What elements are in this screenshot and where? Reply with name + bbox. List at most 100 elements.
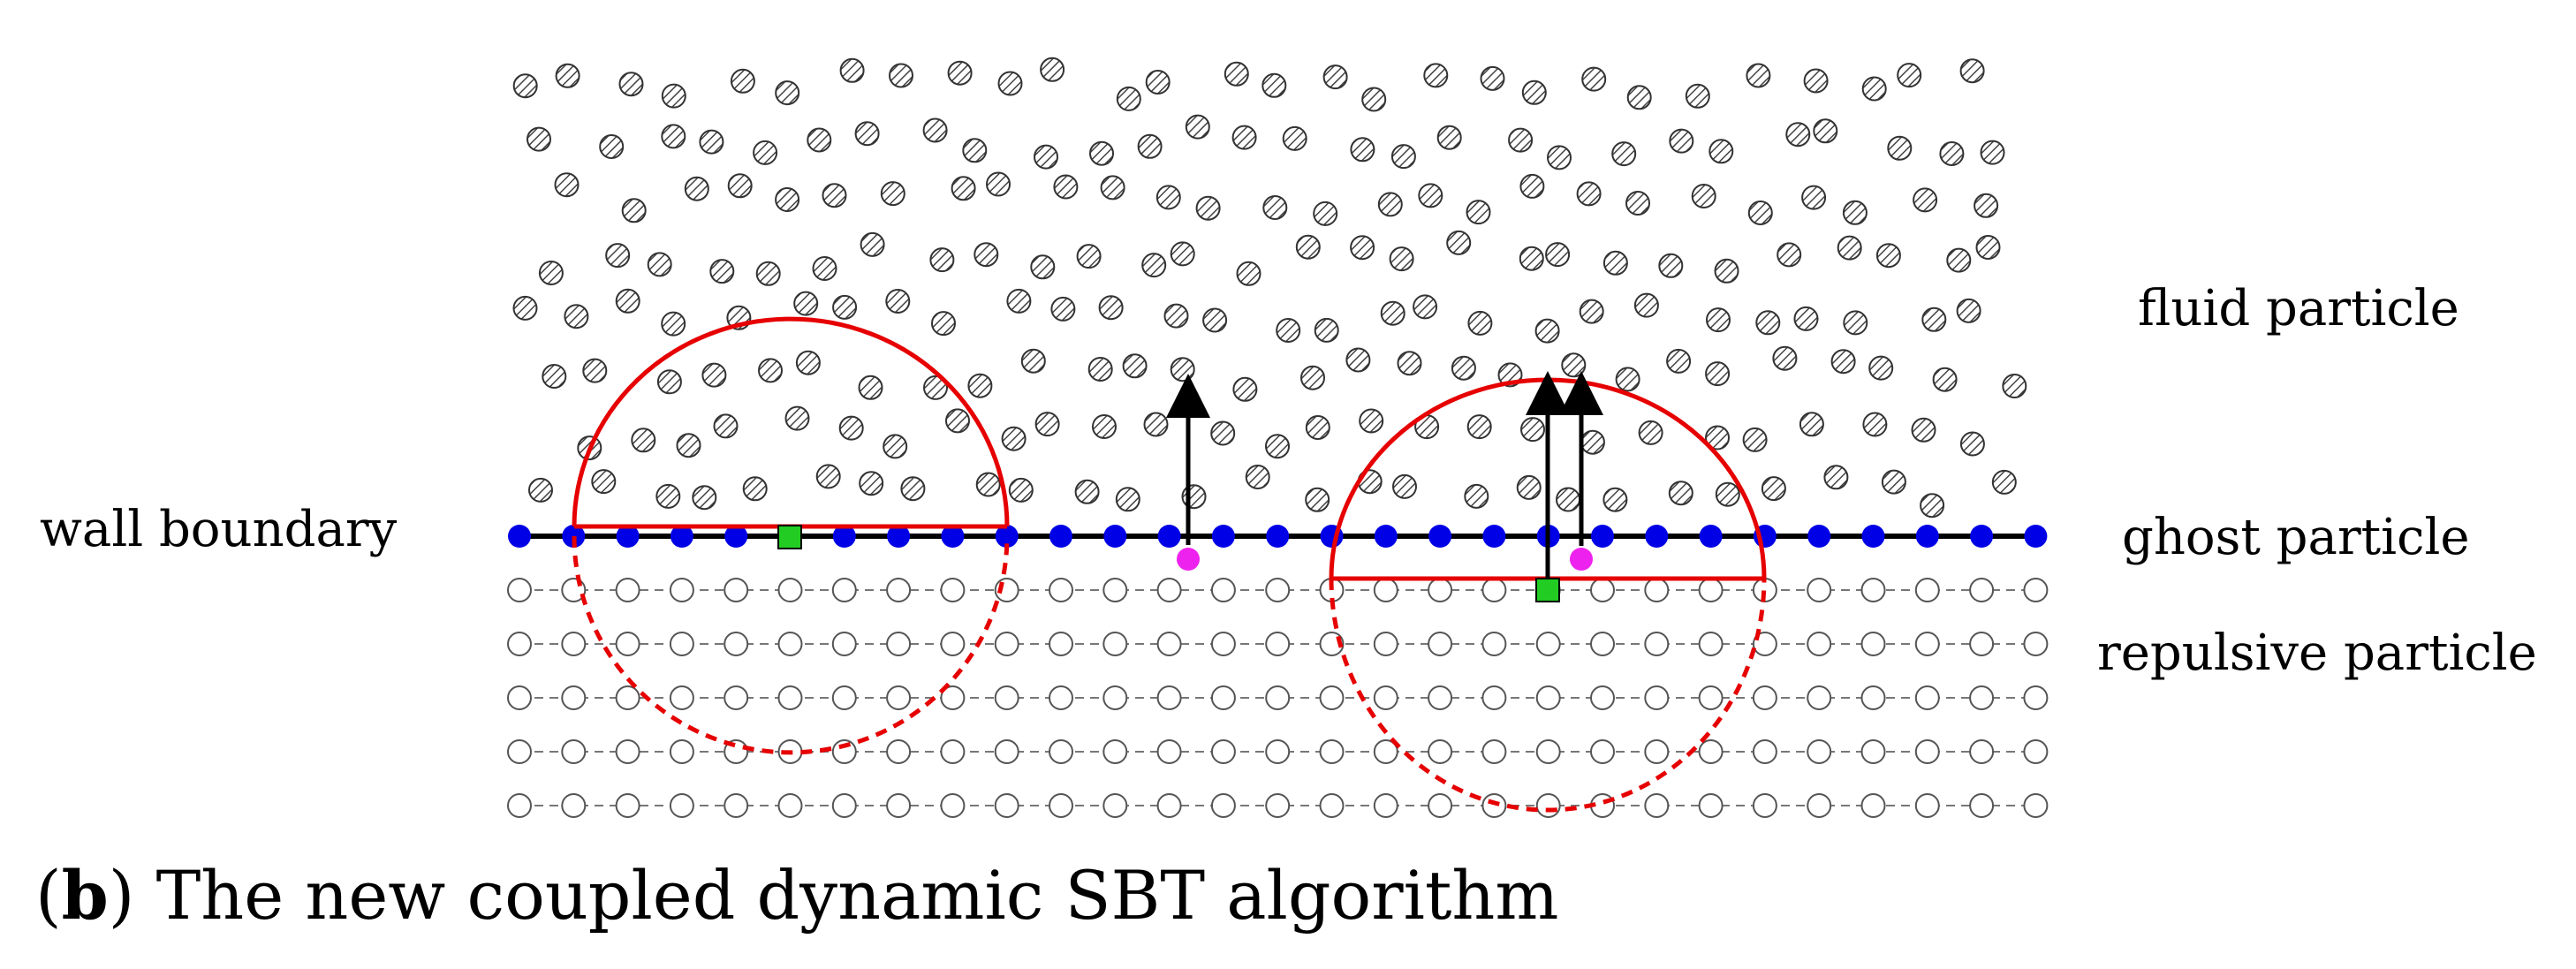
repulsive-particle [615, 632, 640, 656]
repulsive-particle [1590, 578, 1615, 602]
fluid-particle [1446, 230, 1472, 255]
fluid-particle [1793, 306, 1819, 331]
ghost-particle [2024, 525, 2048, 548]
fluid-particle [951, 176, 976, 201]
fluid-particle [962, 138, 988, 163]
repulsive-particle [1914, 632, 1940, 656]
repulsive-particle [1969, 632, 1995, 656]
fluid-particle [512, 73, 538, 99]
fluid-particle [758, 358, 783, 383]
repulsive-particle [1265, 685, 1291, 710]
fluid-particle [1755, 310, 1781, 336]
fluid-particle [1034, 412, 1060, 437]
repulsive-particle [2023, 578, 2049, 602]
fluid-particle [929, 247, 955, 273]
fluid-particle [1519, 173, 1545, 199]
repulsive-particle [669, 685, 694, 710]
repulsive-particle [1752, 632, 1777, 656]
fluid-particle [1076, 244, 1102, 269]
repulsive-particle [940, 793, 966, 818]
repulsive-particle [1590, 632, 1615, 656]
fluid-particle [775, 187, 800, 212]
fluid-particle [1602, 250, 1628, 276]
fluid-particle [1008, 477, 1034, 503]
fluid-particle [1508, 127, 1534, 153]
fluid-particle [1122, 353, 1148, 379]
repulsive-particle [1102, 632, 1128, 656]
repulsive-particle [1807, 632, 1832, 656]
fluid-particle [1210, 420, 1236, 446]
repulsive-particle [1319, 793, 1345, 818]
repulsive-particle [777, 793, 803, 818]
fluid-particle [922, 117, 948, 143]
ghost-particle [1211, 525, 1235, 548]
fluid-particle [1313, 201, 1338, 226]
ghost-particle [832, 525, 856, 548]
repulsive-particle [1969, 685, 1995, 710]
fluid-particle [1413, 294, 1438, 320]
ghost-particle [724, 525, 748, 548]
repulsive-particle [1969, 739, 1995, 764]
repulsive-particle [1535, 793, 1561, 818]
fluid-particle [1991, 469, 2017, 495]
repulsive-particle [1373, 632, 1398, 656]
ghost-particle [1374, 525, 1398, 548]
fluid-particle [1089, 140, 1114, 166]
ghost-particle [1049, 525, 1072, 548]
fluid-particle [1143, 412, 1169, 437]
fluid-particle [1520, 417, 1545, 443]
repulsive-particle [1049, 578, 1073, 602]
support-domain-left [572, 316, 1010, 755]
repulsive-particle [561, 793, 587, 818]
fluid-particle [1001, 426, 1027, 451]
fluid-particle [1282, 125, 1307, 151]
repulsive-particle [994, 793, 1019, 818]
fluid-particle [661, 124, 686, 149]
repulsive-particle [669, 632, 694, 656]
fluid-particle [1436, 125, 1462, 150]
repulsive-particle [1860, 632, 1886, 656]
repulsive-particle [1752, 793, 1777, 818]
repulsive-particle [561, 685, 587, 710]
repulsive-particle [2023, 632, 2049, 656]
repulsive-particle [1807, 739, 1832, 764]
fluid-particle [880, 181, 905, 207]
fluid-particle [1451, 355, 1476, 381]
fluid-particle [1295, 234, 1321, 260]
repulsive-particle [561, 632, 587, 656]
repulsive-particle [1644, 739, 1670, 764]
repulsive-particle [1969, 578, 1995, 602]
fluid-particle [1020, 348, 1046, 374]
fluid-particle [1155, 185, 1181, 210]
fluid-particle [900, 476, 926, 502]
normal-center [1166, 374, 1210, 571]
fluid-particle [1232, 376, 1258, 402]
fluid-particle [947, 60, 973, 86]
fluid-particle [1390, 144, 1416, 170]
fluid-particle [730, 68, 755, 94]
fluid-particle [1092, 414, 1117, 439]
repulsive-particle [886, 578, 912, 602]
repulsive-particle [1265, 793, 1291, 818]
fluid-particle [699, 129, 724, 155]
fluid-particle [621, 198, 647, 223]
fluid-particle [815, 464, 841, 489]
repulsive-particle [507, 793, 532, 818]
fluid-particle [647, 252, 672, 277]
fluid-particle [1959, 431, 1985, 457]
fluid-particle [1300, 365, 1325, 390]
repulsive-particle [615, 793, 640, 818]
repulsive-particle [669, 739, 694, 764]
repulsive-particle [1860, 739, 1886, 764]
repulsive-particle [669, 578, 694, 602]
repulsive-particle [1210, 793, 1236, 818]
repulsive-particle [724, 632, 749, 656]
fluid-particle [692, 485, 717, 511]
fluid-particle [1098, 295, 1124, 321]
repulsive-particle [940, 578, 966, 602]
repulsive-particle [1860, 793, 1886, 818]
fluid-particle [1843, 310, 1868, 336]
fluid-particle [1837, 235, 1862, 261]
repulsive-particle [1102, 739, 1128, 764]
fluid-particle [1887, 135, 1913, 161]
